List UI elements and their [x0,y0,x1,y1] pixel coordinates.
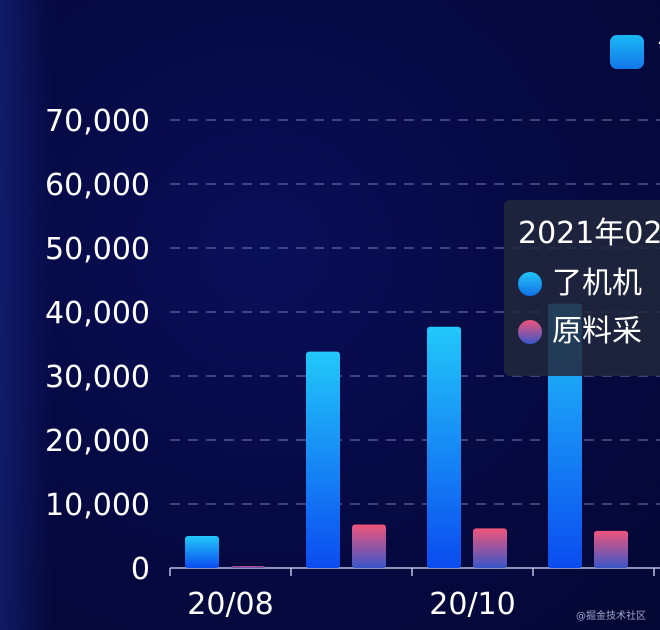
x-tick-label: 20/10 [429,587,515,622]
y-tick-label: 60,000 [45,168,150,203]
y-tick-label: 20,000 [45,424,150,459]
tooltip-dot-series-2 [518,320,542,344]
watermark: @掘金技术社区 [576,611,646,622]
bar-series-1-20/09[interactable] [306,351,340,568]
y-tick-label: 40,000 [45,296,150,331]
y-tick-label: 10,000 [45,488,150,523]
y-tick-label: 50,000 [45,232,150,267]
bar-series-1-20/10[interactable] [427,326,461,568]
bar-series-1-20/08[interactable] [185,536,219,568]
tooltip: 2021年02 了机机 原料采 [504,200,660,376]
legend-label: 了 [656,30,660,74]
legend[interactable]: 了 [610,30,660,74]
tooltip-label-series-2: 原料采 [552,314,642,349]
bar-series-2-20/11[interactable] [594,530,628,568]
tooltip-dot-series-1 [518,272,542,296]
legend-swatch [610,35,644,69]
tooltip-label-series-1: 了机机 [552,266,642,301]
y-axis: 70,000 60,000 50,000 40,000 30,000 20,000 10,0… [45,104,150,587]
tooltip-title: 2021年02 [518,216,660,251]
y-tick-label: 70,000 [45,104,150,139]
x-tick-label: 20/08 [187,587,273,622]
x-axis: 20/08 20/10 [169,567,660,622]
y-tick-label: 30,000 [45,360,150,395]
tooltip-row-series-2: 原料采 [518,308,660,356]
bar-series-2-20/09[interactable] [352,524,386,568]
grid-lines [170,119,660,505]
bar-series-2-20/10[interactable] [473,528,507,568]
bar-series-2-20/08[interactable] [231,566,265,568]
y-tick-label: 0 [131,552,150,587]
tooltip-row-series-1: 了机机 [518,260,660,308]
